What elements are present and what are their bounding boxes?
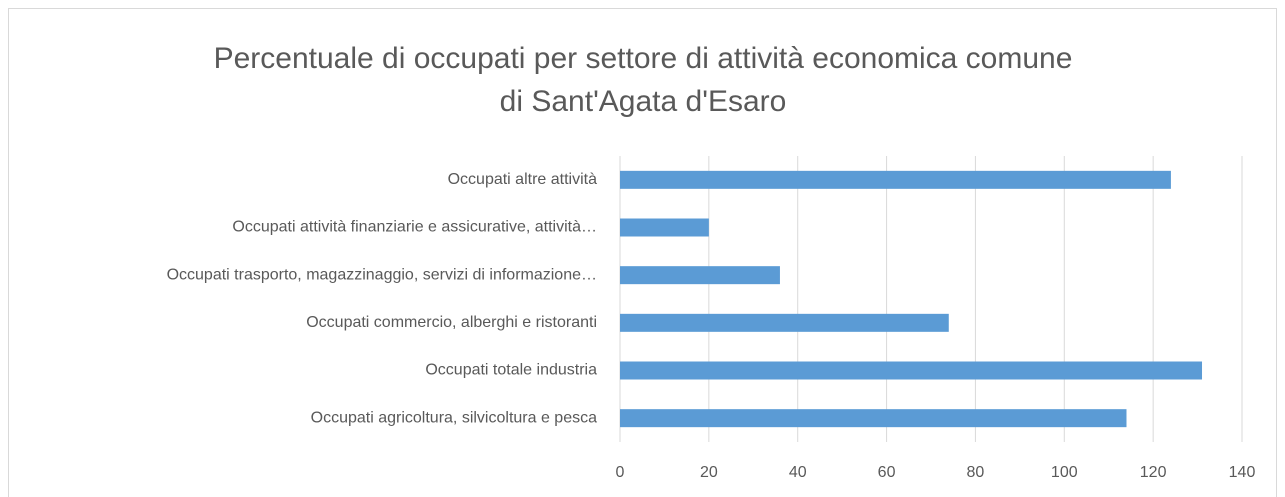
bar [620,170,1171,189]
y-tick-label: Occupati trasporto, magazzinaggio, servi… [167,266,597,283]
x-tick-label: 40 [789,464,807,481]
x-tick-label: 20 [700,464,718,481]
y-tick-label: Occupati commercio, alberghi e ristorant… [306,314,597,331]
bar [620,409,1127,428]
y-tick-label: Occupati altre attività [448,171,598,188]
x-tick-label: 120 [1140,464,1167,481]
bar [620,361,1203,380]
x-tick-label: 140 [1229,464,1256,481]
x-tick-label: 100 [1051,464,1078,481]
x-tick-label: 0 [616,464,625,481]
chart-title: di Sant'Agata d'Esaro [500,85,787,118]
chart-title: Percentuale di occupati per settore di a… [214,42,1073,75]
bar [620,218,709,237]
x-tick-label: 60 [878,464,896,481]
bar [620,313,949,332]
bar [620,266,780,285]
y-tick-label: Occupati attività finanziarie e assicura… [232,219,597,236]
x-tick-label: 80 [967,464,985,481]
y-tick-label: Occupati totale industria [425,362,597,379]
y-tick-label: Occupati agricoltura, silvicoltura e pes… [311,409,597,426]
